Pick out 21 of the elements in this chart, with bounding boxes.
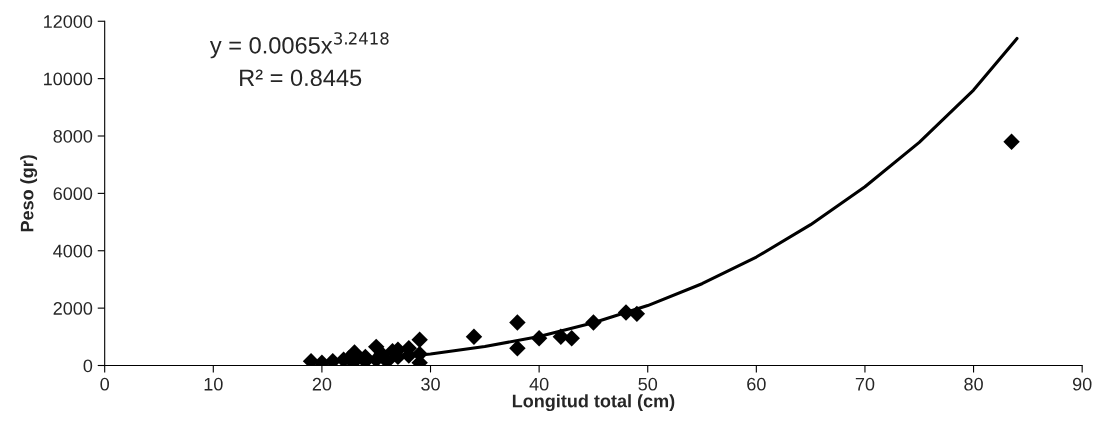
- y-tick-label: 6000: [53, 187, 93, 201]
- y-tick-label: 0: [83, 359, 93, 373]
- y-tick-label: 12000: [44, 15, 93, 28]
- y-tick-label: 8000: [53, 129, 93, 143]
- y-tick-label: 4000: [53, 244, 93, 258]
- annotation: R² = 0.8445: [240, 69, 362, 87]
- x-tick-label: 80: [964, 377, 983, 391]
- y-axis-title: Peso (gr): [20, 155, 38, 232]
- annotation: y = 0.0065x$^{3.2418}$: [209, 32, 389, 59]
- y-tick-label: 2000: [53, 302, 93, 315]
- x-tick-label: 70: [855, 377, 875, 391]
- x-tick-label: 90: [1072, 377, 1092, 391]
- x-tick-label: 0: [100, 377, 109, 391]
- x-tick-label: 40: [529, 377, 549, 391]
- x-tick-label: 10: [204, 377, 223, 391]
- y-tick-label: 10000: [44, 72, 93, 86]
- x-tick-label: 60: [747, 377, 766, 391]
- x-tick-label: 20: [312, 377, 332, 391]
- x-axis-title: Longitud total (cm): [512, 394, 675, 412]
- x-tick-label: 50: [638, 377, 658, 391]
- x-tick-label: 30: [421, 377, 440, 391]
